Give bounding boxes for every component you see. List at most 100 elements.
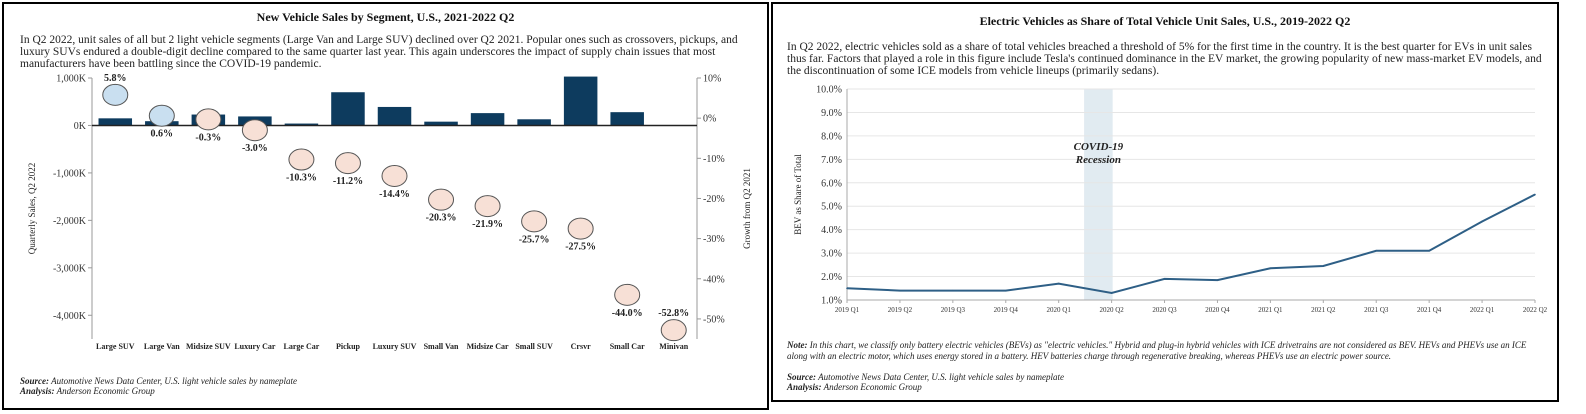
x-tick-label: 2021 Q1 [1258, 306, 1283, 314]
growth-data-label: -44.0% [612, 308, 643, 319]
chart-analysis: Analysis: Anderson Economic Group [787, 382, 922, 392]
y-tick-label: 1,000K [56, 74, 87, 85]
ev-share-point [1481, 220, 1483, 223]
x-tick-label: Luxury SUV [373, 342, 417, 351]
ev-share-point [1216, 279, 1219, 281]
growth-data-label: -27.5% [565, 242, 596, 253]
growth-bubble [381, 164, 408, 187]
ev-share-point [1269, 267, 1272, 270]
y2-tick-label: -30% [703, 234, 725, 245]
ev-share-point [1057, 282, 1060, 285]
y2-tick-label: -50% [703, 314, 725, 325]
y-tick-label: 5.0% [821, 202, 842, 213]
ev-share-point [1428, 249, 1430, 252]
x-tick-label: 2020 Q2 [1099, 306, 1124, 314]
x-tick-label: Large SUV [96, 342, 135, 351]
y-tick-label: 7.0% [821, 155, 842, 166]
sales-bar [470, 113, 505, 126]
growth-data-label: -10.3% [286, 173, 317, 184]
growth-bubble [428, 188, 455, 211]
ev-share-point [1163, 278, 1166, 280]
y-tick-label: 0K [74, 121, 87, 132]
x-tick-label: 2019 Q4 [994, 306, 1019, 314]
growth-bubble [195, 108, 222, 131]
y-tick-label: -3,000K [53, 263, 87, 274]
y-tick-label: 4.0% [821, 225, 842, 236]
growth-data-label: -20.3% [426, 213, 457, 224]
growth-bubble [288, 148, 315, 171]
x-tick-label: 2022 Q2 [1523, 306, 1548, 314]
growth-bubble [148, 104, 175, 127]
growth-bubble [614, 283, 641, 306]
y2-tick-label: -40% [703, 274, 725, 285]
chart-title: New Vehicle Sales by Segment, U.S., 2021… [256, 10, 515, 24]
x-tick-label: Minivan [659, 342, 688, 351]
x-tick-label: Crsvr [571, 342, 591, 351]
y2-tick-label: -10% [703, 154, 725, 165]
sales-bar [563, 76, 598, 126]
growth-bubble [521, 210, 548, 233]
y2-tick-label: 0% [703, 114, 716, 125]
y-tick-label: 1.0% [821, 296, 842, 307]
growth-bubble [241, 119, 268, 142]
ev-share-point [1004, 289, 1007, 292]
y-axis-title: Quarterly Sales, Q2 2022 [27, 163, 37, 254]
sales-bar [331, 92, 365, 126]
y-tick-label: 8.0% [821, 131, 842, 142]
sales-bar [377, 106, 412, 126]
growth-data-label: -14.4% [379, 189, 410, 200]
growth-bubble [334, 152, 361, 175]
x-tick-label: 2020 Q3 [1152, 306, 1177, 314]
ev-share-point [899, 289, 901, 292]
x-tick-label: 2021 Q3 [1364, 306, 1389, 314]
recession-shade [1084, 89, 1113, 300]
ev-share-point [952, 289, 954, 292]
segment-sales-chart: 1,000K 0K -1,000K -2,000K -3,000K -4,000K 10% 0… [27, 74, 752, 351]
ev-share-point [1375, 249, 1378, 252]
x-tick-label: Pickup [336, 342, 361, 351]
x-tick-label: Luxury Car [234, 342, 276, 351]
y2-tick-label: 10% [703, 74, 721, 85]
sales-bar [610, 112, 644, 126]
growth-bubble [102, 83, 129, 106]
y-tick-label: 3.0% [821, 249, 842, 260]
y-tick-label: -2,000K [53, 216, 87, 227]
x-tick-label: Small SUV [515, 342, 553, 351]
x-tick-label: 2019 Q3 [941, 306, 966, 314]
x-tick-label: 2020 Q4 [1205, 306, 1230, 314]
chart-source: Source: Automotive News Data Center, U.S… [787, 372, 1065, 382]
x-tick-label: 2021 Q2 [1311, 306, 1336, 314]
ev-share-point [1110, 292, 1113, 294]
ev-share-chart: 1.0% 2.0% 3.0% 4.0% 5.0% 6.0% 7.0% 8.0% 9.0% 10.0… [793, 85, 1548, 315]
x-tick-label: 2022 Q1 [1470, 306, 1495, 314]
x-tick-label: 2020 Q1 [1047, 306, 1072, 314]
growth-data-label: -21.9% [472, 219, 503, 230]
ev-share-point [1322, 265, 1325, 267]
growth-bubble [474, 195, 501, 218]
y-axis-title: BEV as Share of Total [793, 154, 803, 235]
x-tick-label: Large Van [144, 342, 180, 351]
segment-sales-panel: New Vehicle Sales by Segment, U.S., 2021… [2, 2, 769, 410]
x-tick-label: 2021 Q4 [1417, 306, 1442, 314]
growth-data-label: -52.8% [658, 308, 689, 319]
growth-bubble [660, 319, 687, 342]
ev-share-line [846, 193, 1536, 295]
x-tick-label: Large Car [284, 342, 320, 351]
y-tick-label: 9.0% [821, 108, 842, 119]
y2-axis-title: Growth from Q2 2021 [742, 168, 752, 249]
x-tick-label: Midsize Car [467, 342, 509, 351]
annotation-label: COVID-19 [1074, 141, 1124, 153]
y-tick-label: -1,000K [53, 168, 87, 179]
x-tick-label: Midsize SUV [186, 342, 231, 351]
growth-data-label: -0.3% [195, 132, 221, 143]
ev-share-panel: Electric Vehicles as Share of Total Vehi… [771, 2, 1559, 402]
sales-bar [517, 119, 551, 126]
x-tick-label: 2019 Q2 [888, 306, 913, 314]
chart-description: In Q2 2022, unit sales of all but 2 ligh… [20, 34, 738, 70]
x-tick-label: Small Van [424, 342, 459, 351]
chart-source: Source: Automotive News Data Center, U.S… [20, 376, 298, 386]
sales-bar [424, 121, 458, 126]
x-tick-label: Small Car [610, 342, 645, 351]
growth-bubble [567, 217, 594, 240]
growth-data-label: -11.2% [333, 176, 363, 187]
